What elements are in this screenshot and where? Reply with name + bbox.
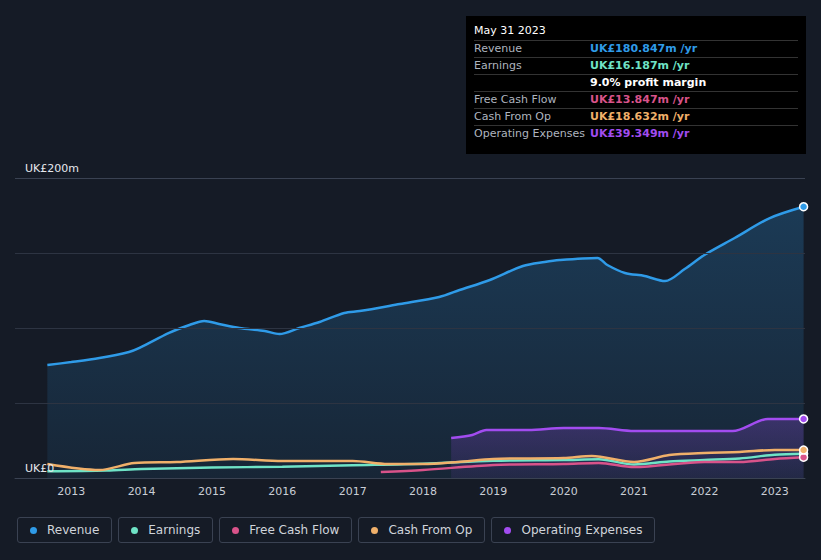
html-text:Operating Expenses: Operating Expenses [474, 127, 585, 140]
html-text:9.0% profit margin: 9.0% profit margin [590, 76, 707, 89]
svg-text:2021: 2021 [620, 485, 648, 498]
svg-text:2019: 2019 [479, 485, 507, 498]
html-text:Earnings: Earnings [474, 59, 522, 72]
html-text:Cash From Op: Cash From Op [388, 523, 473, 537]
html-text:Free Cash Flow: Free Cash Flow [474, 93, 557, 106]
svg-text:2017: 2017 [339, 485, 367, 498]
html-text:UK£16.187m /yr: UK£16.187m /yr [590, 59, 690, 72]
svg-text:2016: 2016 [268, 485, 296, 498]
html-text:UK£18.632m /yr: UK£18.632m /yr [590, 110, 690, 123]
html-text:May 31 2023: May 31 2023 [474, 24, 546, 37]
html-text:Earnings: Earnings [148, 523, 201, 537]
svg-text:2018: 2018 [409, 485, 437, 498]
html-text:UK£39.349m /yr: UK£39.349m /yr [590, 127, 690, 140]
svg-text:UK£200m: UK£200m [25, 162, 79, 175]
html-text:Free Cash Flow: Free Cash Flow [249, 523, 340, 537]
svg-text:2022: 2022 [690, 485, 718, 498]
svg-text:2014: 2014 [128, 485, 156, 498]
html-text:Cash From Op: Cash From Op [474, 110, 551, 123]
html-text:Revenue: Revenue [47, 523, 100, 537]
svg-text:2020: 2020 [550, 485, 578, 498]
html-text:Revenue: Revenue [474, 42, 522, 55]
svg-text:2023: 2023 [761, 485, 789, 498]
html-text:Operating Expenses: Operating Expenses [521, 523, 643, 537]
html-text:UK£13.847m /yr: UK£13.847m /yr [590, 93, 690, 106]
svg-text:UK£0: UK£0 [25, 462, 54, 475]
svg-text:2015: 2015 [198, 485, 226, 498]
svg-text:2013: 2013 [57, 485, 85, 498]
html-text:UK£180.847m /yr: UK£180.847m /yr [590, 42, 698, 55]
